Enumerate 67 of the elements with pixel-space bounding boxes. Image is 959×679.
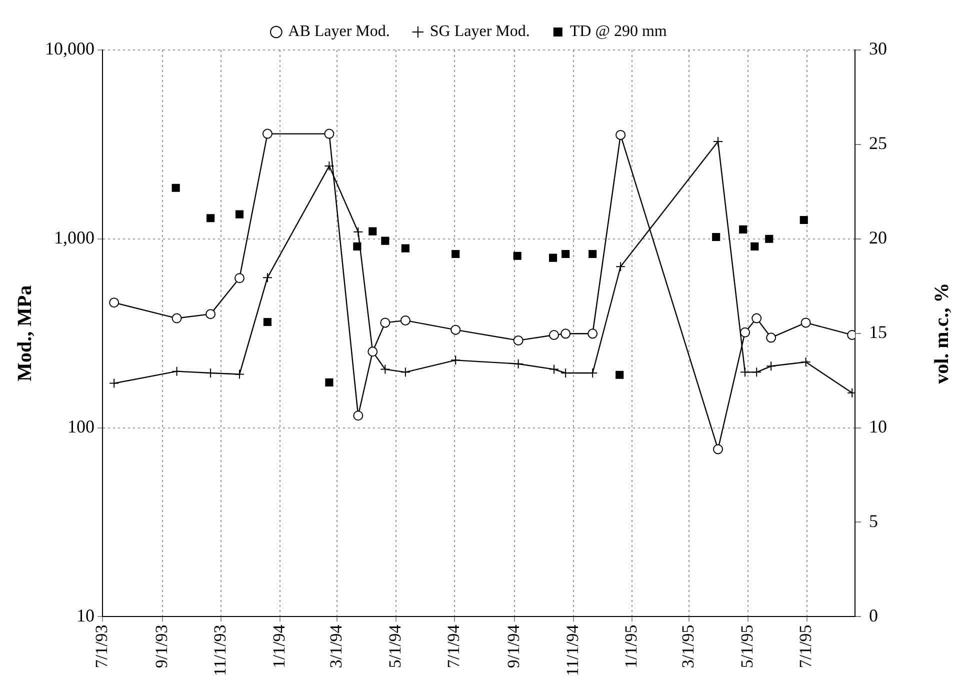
point	[380, 364, 390, 374]
legend-label: AB Layer Mod.	[288, 23, 390, 40]
x-tick-label: 7/1/93	[92, 624, 111, 668]
point	[740, 367, 750, 378]
y2-tick-label: 25	[869, 133, 887, 154]
x-tick-label: 9/1/94	[504, 624, 523, 668]
y-tick-label: 10	[76, 605, 94, 626]
x-tick-label: 5/1/95	[737, 624, 756, 668]
point	[324, 128, 334, 139]
point	[740, 327, 750, 338]
point	[400, 315, 410, 326]
point	[206, 309, 216, 320]
point	[400, 367, 410, 378]
point	[766, 332, 776, 343]
point	[800, 318, 811, 328]
point	[752, 367, 762, 378]
x-tick-label: 9/1/93	[152, 624, 171, 668]
y2-tick-label: 5	[869, 510, 878, 531]
point	[513, 358, 524, 369]
point	[549, 330, 559, 340]
x-tick-label: 11/1/94	[562, 624, 582, 676]
point	[262, 272, 272, 283]
y2-tick-label: 10	[869, 416, 887, 437]
point	[172, 366, 182, 376]
point	[713, 444, 724, 454]
point	[752, 313, 762, 324]
x-tick-label: 7/1/94	[444, 624, 464, 668]
y2-tick-label: 30	[869, 38, 887, 59]
y-tick-label: 10,000	[45, 38, 94, 59]
y-tick-label: 100	[68, 416, 94, 437]
point	[766, 361, 776, 372]
x-tick-label: 7/1/95	[796, 624, 816, 668]
point	[713, 136, 724, 146]
x-tick-label: 11/1/93	[210, 624, 230, 676]
point	[172, 313, 182, 324]
point	[450, 355, 461, 366]
point	[450, 324, 461, 335]
point	[262, 128, 272, 139]
point	[109, 298, 120, 308]
x-tick-label: 5/1/94	[385, 624, 404, 668]
point	[234, 273, 244, 284]
point	[800, 356, 811, 367]
point	[109, 378, 120, 388]
point	[616, 130, 626, 140]
point	[560, 328, 571, 339]
y-axis-title: Mod., MPa	[14, 285, 36, 382]
point	[588, 328, 598, 339]
x-tick-label: 3/1/94	[326, 624, 346, 668]
point	[549, 364, 559, 374]
point	[380, 318, 390, 328]
y2-axis-title: vol. m.c., %	[931, 282, 954, 384]
legend-label: TD @ 290 mm	[570, 23, 668, 40]
point	[206, 368, 216, 378]
point	[616, 262, 626, 272]
x-tick-label: 3/1/95	[678, 624, 698, 668]
point	[324, 161, 334, 172]
y2-tick-label: 0	[869, 605, 878, 626]
x-tick-label: 1/1/94	[269, 624, 288, 668]
point	[513, 335, 524, 346]
y2-tick-label: 20	[869, 228, 887, 248]
point	[234, 369, 244, 380]
point	[353, 226, 364, 237]
x-tick-label: 1/1/95	[622, 624, 641, 668]
point	[353, 410, 364, 421]
legend-label: SG Layer Mod.	[430, 23, 530, 40]
y-tick-label: 1,000	[54, 228, 94, 248]
y2-tick-label: 15	[869, 322, 887, 342]
